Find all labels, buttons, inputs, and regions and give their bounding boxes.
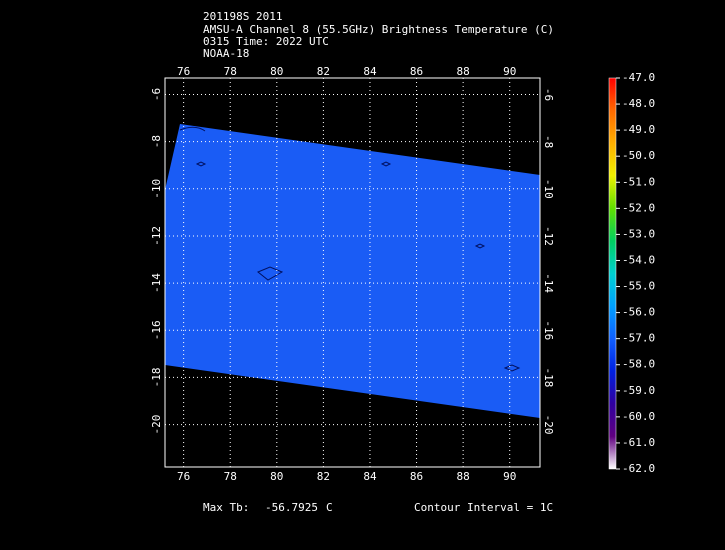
- y-tick-label: -10: [150, 179, 163, 199]
- x-tick-label: 76: [177, 470, 190, 483]
- contour: [179, 126, 521, 372]
- x-tick-label: 90: [503, 65, 516, 78]
- footer-contour: Contour Interval = 1C: [414, 501, 553, 514]
- colorbar-label: -48.0: [622, 97, 655, 110]
- colorbar-label: -52.0: [622, 201, 655, 214]
- colorbar-label: -50.0: [622, 149, 655, 162]
- x-tick-label: 80: [270, 65, 283, 78]
- y-tick-label: -16: [542, 320, 555, 340]
- title-line: 0315 Time: 2022 UTC: [203, 35, 329, 48]
- colorbar-label: -57.0: [622, 332, 655, 345]
- colorbar-label: -61.0: [622, 436, 655, 449]
- x-tick-label: 84: [363, 65, 377, 78]
- footer-unit: C: [326, 501, 333, 514]
- swath: [165, 124, 540, 418]
- colorbar-label: -58.0: [622, 358, 655, 371]
- map-frame: [164, 77, 541, 468]
- title-line: 201198S 2011: [203, 10, 282, 23]
- y-tick-label: -6: [542, 88, 555, 101]
- y-tick-label: -20: [150, 415, 163, 435]
- colorbar-label: -51.0: [622, 175, 655, 188]
- colorbar-label: -47.0: [622, 71, 655, 84]
- y-tick-label: -14: [150, 273, 163, 293]
- y-tick-label: -8: [542, 135, 555, 148]
- y-tick-label: -16: [150, 320, 163, 340]
- y-tick-label: -12: [542, 226, 555, 246]
- colorbar-label: -53.0: [622, 227, 655, 240]
- y-tick-label: -12: [150, 226, 163, 246]
- title-line: NOAA-18: [203, 47, 249, 60]
- x-tick-label: 82: [317, 470, 330, 483]
- y-tick-label: -14: [542, 273, 555, 293]
- y-tick-label: -18: [542, 367, 555, 387]
- x-tick-label: 78: [224, 65, 237, 78]
- colorbar-label: -59.0: [622, 384, 655, 397]
- colorbar-label: -54.0: [622, 253, 655, 266]
- title-line: AMSU-A Channel 8 (55.5GHz) Brightness Te…: [203, 23, 554, 36]
- x-tick-label: 86: [410, 65, 423, 78]
- y-tick-label: -18: [150, 367, 163, 387]
- x-tick-label: 76: [177, 65, 190, 78]
- colorbar: [608, 77, 617, 470]
- y-tick-label: -8: [150, 135, 163, 148]
- contour: [257, 266, 284, 281]
- colorbar-label: -55.0: [622, 280, 655, 293]
- colorbar-label: -60.0: [622, 410, 655, 423]
- colorbar-label: -56.0: [622, 306, 655, 319]
- footer-label: Max Tb:: [203, 501, 249, 514]
- x-tick-label: 78: [224, 470, 237, 483]
- x-tick-label: 86: [410, 470, 423, 483]
- colorbar-label: -49.0: [622, 123, 655, 136]
- x-tick-label: 80: [270, 470, 283, 483]
- x-tick-label: 82: [317, 65, 330, 78]
- y-tick-label: -10: [542, 179, 555, 199]
- x-tick-label: 88: [457, 470, 470, 483]
- y-tick-label: -20: [542, 415, 555, 435]
- x-tick-label: 88: [457, 65, 470, 78]
- y-tick-label: -6: [150, 88, 163, 101]
- x-tick-label: 84: [363, 470, 377, 483]
- colorbar-label: -62.0: [622, 462, 655, 475]
- footer-value: -56.7925: [265, 501, 318, 514]
- x-tick-label: 90: [503, 470, 516, 483]
